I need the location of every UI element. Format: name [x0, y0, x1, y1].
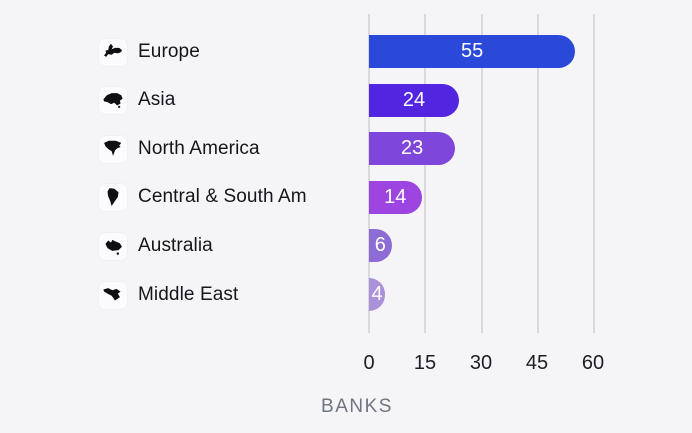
category-label: North America [138, 138, 260, 159]
x-tick-45: 45 [525, 352, 549, 374]
plot-area: 55 24 23 14 6 4 [368, 0, 628, 340]
category-label: Asia [138, 89, 176, 110]
bar-value-label: 24 [402, 89, 426, 111]
gridline-0 [368, 14, 370, 333]
row-label-central-south-america: Central & South Am [99, 183, 307, 211]
bar-asia: 24 [369, 84, 459, 117]
middle-east-icon [99, 281, 127, 309]
x-tick-15: 15 [413, 352, 437, 374]
category-label: Australia [138, 235, 213, 256]
asia-icon [99, 86, 127, 114]
bar-value-label: 4 [371, 283, 383, 305]
x-tick-30: 30 [469, 352, 493, 374]
bar-value-label: 55 [461, 40, 484, 62]
europe-icon [99, 38, 127, 66]
x-axis-title: BANKS [321, 396, 393, 417]
north-america-icon [99, 135, 127, 163]
row-label-middle-east: Middle East [99, 281, 238, 309]
row-label-north-america: North America [99, 135, 260, 163]
bar-australia: 6 [369, 229, 392, 262]
gridline-45 [536, 14, 539, 333]
bar-middle-east: 4 [369, 278, 385, 311]
australia-icon [99, 232, 127, 260]
row-label-australia: Australia [99, 232, 213, 260]
x-tick-60: 60 [581, 352, 605, 374]
bar-value-label: 6 [374, 234, 386, 256]
category-label: Central & South Am [138, 186, 307, 207]
gridline-60 [593, 14, 595, 333]
central-south-america-icon [99, 183, 127, 211]
category-label: Europe [138, 41, 200, 62]
category-label: Middle East [138, 284, 239, 305]
bar-value-label: 23 [401, 137, 424, 159]
bar-europe: 55 [369, 35, 576, 68]
gridline-15 [424, 14, 427, 333]
bar-value-label: 14 [384, 186, 407, 208]
bar-north-america: 23 [369, 132, 456, 165]
gridline-30 [480, 14, 483, 333]
bar-central-south-america: 14 [369, 181, 422, 214]
x-tick-0: 0 [363, 352, 375, 374]
row-label-europe: Europe [99, 38, 200, 66]
row-label-asia: Asia [99, 86, 175, 114]
